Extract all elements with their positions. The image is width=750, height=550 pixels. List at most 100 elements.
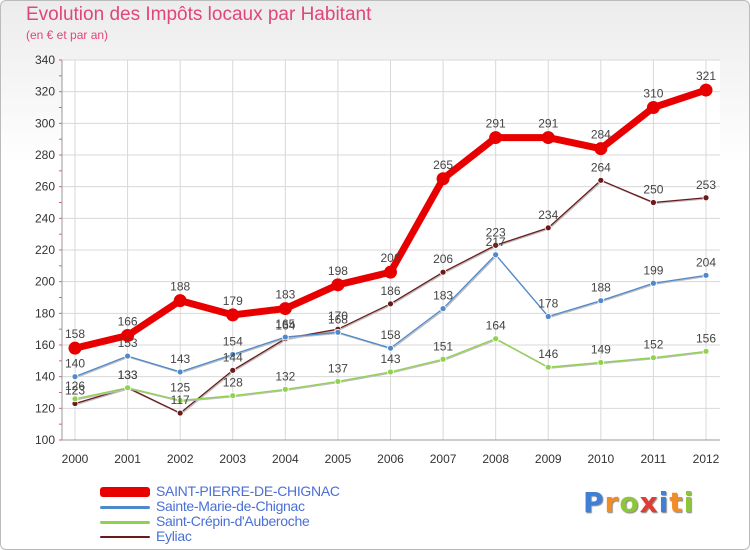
data-point — [702, 271, 710, 279]
data-point — [597, 297, 605, 305]
data-point — [646, 101, 660, 114]
x-tick-label: 2000 — [62, 452, 89, 466]
legend-swatch — [100, 505, 150, 509]
data-label: 126 — [65, 379, 85, 393]
data-label: 158 — [380, 328, 400, 342]
data-label: 170 — [328, 309, 348, 323]
data-label: 140 — [65, 357, 85, 371]
data-label: 178 — [538, 297, 558, 311]
data-point — [281, 385, 289, 393]
data-label: 183 — [275, 288, 295, 302]
data-label: 204 — [696, 255, 716, 269]
y-tick-label: 200 — [35, 275, 55, 289]
x-tick-label: 2010 — [587, 452, 614, 466]
data-label: 188 — [170, 280, 190, 294]
x-tick-label: 2004 — [272, 452, 299, 466]
data-label: 206 — [380, 251, 400, 265]
data-point — [544, 363, 552, 371]
data-label: 133 — [118, 368, 138, 382]
data-point — [544, 313, 552, 320]
data-point — [229, 366, 237, 374]
data-point — [334, 328, 342, 336]
data-label: 183 — [433, 289, 453, 303]
data-label: 223 — [486, 225, 506, 239]
data-label: 164 — [486, 319, 506, 333]
data-label: 123 — [65, 384, 85, 398]
data-label: 137 — [328, 361, 348, 375]
data-label: 165 — [275, 317, 295, 331]
x-tick-label: 2007 — [430, 452, 457, 466]
data-point — [121, 329, 135, 342]
data-point — [439, 268, 447, 276]
x-tick-label: 2009 — [535, 452, 562, 466]
data-label: 217 — [486, 235, 506, 249]
data-point — [229, 392, 237, 400]
data-point — [544, 224, 552, 232]
x-tick-label: 2001 — [114, 452, 141, 466]
data-point — [492, 251, 500, 259]
data-label: 291 — [538, 117, 558, 131]
data-point — [71, 373, 79, 381]
data-label: 198 — [328, 264, 348, 278]
data-label: 128 — [223, 376, 243, 390]
y-tick-label: 220 — [35, 243, 55, 257]
data-label: 199 — [643, 263, 663, 277]
data-label: 166 — [118, 315, 138, 329]
data-label: 310 — [643, 87, 663, 101]
y-tick-label: 160 — [35, 338, 55, 352]
data-point — [176, 368, 184, 376]
proxiti-logo: Proxiti — [583, 486, 695, 519]
x-tick-label: 2003 — [219, 452, 246, 466]
data-point — [492, 335, 500, 343]
data-point — [650, 279, 657, 287]
data-point — [541, 131, 555, 145]
data-label: 133 — [118, 368, 138, 382]
x-tick-label: 2011 — [641, 452, 667, 466]
y-tick-label: 300 — [35, 116, 55, 130]
y-tick-label: 340 — [35, 53, 55, 67]
data-label: 158 — [65, 327, 85, 341]
chart-title: Evolution des Impôts locaux par Habitant — [26, 4, 372, 25]
y-tick-label: 260 — [35, 180, 55, 194]
data-label: 265 — [433, 158, 453, 172]
data-point — [650, 199, 657, 206]
data-point — [597, 359, 605, 366]
data-label: 168 — [328, 312, 348, 326]
data-point — [387, 300, 394, 308]
data-label: 156 — [696, 331, 716, 345]
data-label: 152 — [643, 338, 663, 352]
data-label: 253 — [696, 178, 716, 192]
y-tick-label: 140 — [35, 370, 55, 384]
data-label: 153 — [118, 336, 138, 350]
y-tick-label: 100 — [35, 433, 55, 447]
line-chart: 100 120 140 160 180 200 220 240 260 280 300 320 340 2… — [35, 53, 720, 466]
data-point — [124, 384, 131, 392]
data-label: 149 — [591, 342, 611, 356]
y-tick-label: 280 — [35, 148, 55, 162]
x-tick-label: 2005 — [325, 452, 352, 466]
data-point — [334, 378, 342, 385]
data-label: 151 — [433, 339, 453, 353]
data-label: 321 — [696, 69, 716, 83]
data-point — [124, 352, 131, 360]
chart-subtitle: (en € et par an) — [26, 28, 109, 42]
y-tick-label: 120 — [35, 401, 55, 415]
data-point — [387, 368, 394, 376]
y-tick-label: 320 — [35, 85, 55, 99]
data-label: 291 — [486, 117, 506, 131]
legend-label: Saint-Crépin-d'Auberoche — [156, 513, 310, 529]
data-point — [384, 265, 397, 279]
data-label: 284 — [591, 128, 611, 142]
data-label: 179 — [223, 294, 243, 308]
data-point — [702, 194, 710, 202]
legend-label: Sainte-Marie-de-Chignac — [156, 498, 305, 514]
x-tick-label: 2008 — [482, 452, 509, 466]
data-point — [597, 176, 605, 184]
data-label: 164 — [275, 319, 295, 333]
y-tick-label: 240 — [35, 211, 55, 225]
data-point — [226, 308, 240, 322]
data-label: 144 — [223, 350, 243, 364]
legend-label: SAINT-PIERRE-DE-CHIGNAC — [156, 483, 340, 499]
data-point — [436, 172, 450, 186]
data-label: 143 — [170, 352, 190, 366]
